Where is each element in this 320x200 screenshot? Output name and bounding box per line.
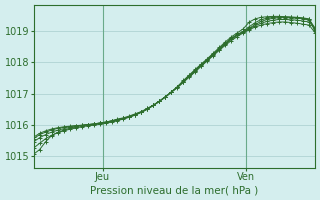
X-axis label: Pression niveau de la mer( hPa ): Pression niveau de la mer( hPa ) <box>90 185 259 195</box>
